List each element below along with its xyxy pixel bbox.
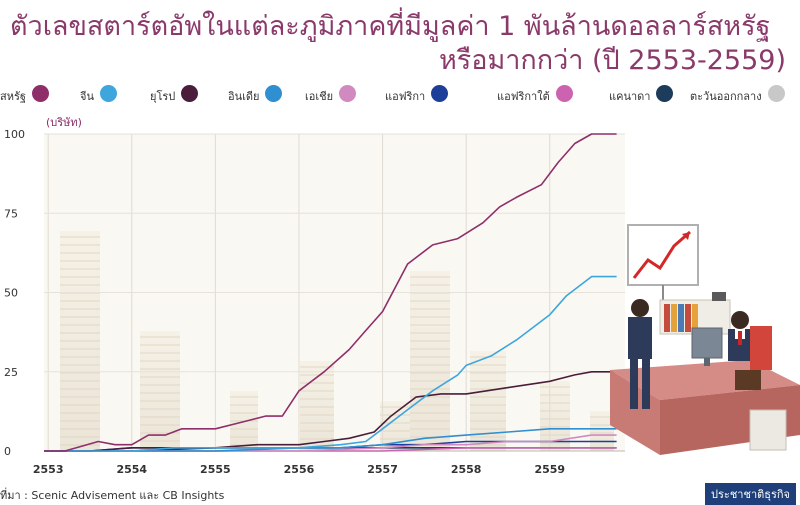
chart-ticks: 100 75 50 25 0 2553 2554 2555 2556 2557 2558 2559 (บ… <box>4 116 565 476</box>
x-tick-label: 2556 <box>284 463 315 476</box>
legend-swatch <box>656 85 673 102</box>
y-tick-label: 0 <box>4 445 11 458</box>
coin-stack <box>410 271 450 451</box>
series-line <box>44 427 617 452</box>
legend-swatch <box>265 85 282 102</box>
source-note: ที่มา : Scenic Advisement และ CB Insight… <box>0 489 225 502</box>
x-tick-label: 2553 <box>33 463 64 476</box>
legend-swatch <box>768 85 785 102</box>
publisher-credit: ประชาชาติธุรกิจ <box>705 483 796 505</box>
x-tick-label: 2558 <box>451 463 482 476</box>
legend-swatch <box>556 85 573 102</box>
series-line <box>44 275 617 452</box>
chart-title-line-2: หรือมากกว่า (ปี 2553-2559) <box>438 45 786 76</box>
line-chart: 100 75 50 25 0 2553 2554 2555 2556 2557 2558 2559 (บ… <box>4 116 625 476</box>
y-tick-label: 75 <box>4 207 18 220</box>
legend-label: อินเดีย <box>228 90 260 103</box>
y-tick-label: 50 <box>4 287 18 300</box>
legend-label: ยุโรป <box>150 90 176 103</box>
y-tick-label: 25 <box>4 366 18 379</box>
legend-label: สหรัฐ <box>0 90 26 103</box>
legend-swatch <box>100 85 117 102</box>
chart-title-line-1: ตัวเลขสตาร์ตอัพในแต่ละภูมิภาคที่มีมูลค่า… <box>10 11 771 42</box>
x-tick-label: 2557 <box>367 463 398 476</box>
x-tick-label: 2559 <box>534 463 565 476</box>
chart-series <box>44 133 617 452</box>
series-line <box>44 133 617 452</box>
legend-label: เอเชีย <box>305 90 334 103</box>
legend-label: จีน <box>80 90 94 103</box>
legend-label: แอฟริกา <box>385 90 426 103</box>
coin-stack <box>300 361 334 451</box>
legend-swatch <box>431 85 448 102</box>
x-tick-label: 2554 <box>116 463 147 476</box>
coin-stack <box>470 351 506 451</box>
legend-label: ตะวันออกกลาง <box>690 90 762 103</box>
legend-swatch <box>339 85 356 102</box>
legend-label: แอฟริกาใต้ <box>497 90 550 103</box>
y-tick-label: 100 <box>4 128 25 141</box>
x-tick-label: 2555 <box>200 463 231 476</box>
y-axis-label: (บริษัท) <box>46 116 82 129</box>
office-illustration <box>610 224 800 455</box>
chart-legend: สหรัฐ จีน ยุโรป อินเดีย เอเชีย แอฟริกา แอฟริกา… <box>0 84 800 106</box>
legend-swatch <box>32 85 49 102</box>
legend-label: แคนาดา <box>609 90 651 103</box>
coin-stack <box>140 331 180 451</box>
legend-swatch <box>181 85 198 102</box>
